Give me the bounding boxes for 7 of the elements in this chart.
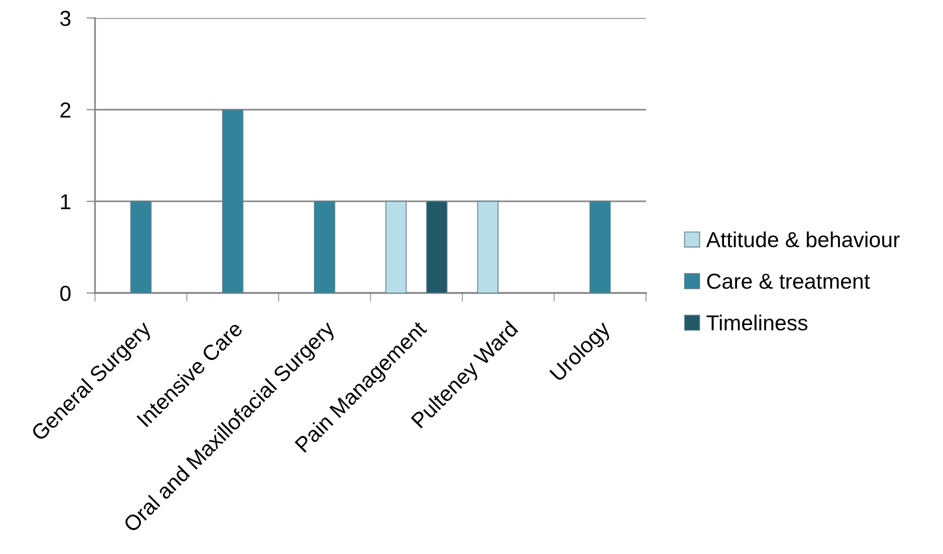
y-tick-label: 0 xyxy=(60,286,71,302)
legend-label: Timeliness xyxy=(706,314,808,330)
legend-label: Care & treatment xyxy=(707,274,870,289)
y-tick-label: 3 xyxy=(60,10,70,26)
legend-label: Attitude & behaviour xyxy=(706,231,900,248)
y-tick-label: 1 xyxy=(61,194,70,210)
y-tick-label: 2 xyxy=(60,102,70,118)
